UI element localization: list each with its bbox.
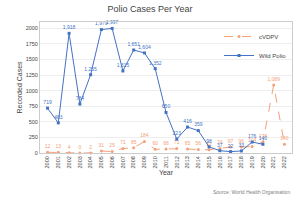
svg-text:1750: 1750: [26, 41, 38, 47]
svg-text:Year: Year: [159, 169, 174, 176]
svg-text:31: 31: [99, 142, 105, 148]
svg-text:1,604: 1,604: [138, 44, 151, 50]
svg-text:2010: 2010: [152, 156, 158, 168]
svg-text:1,651: 1,651: [127, 41, 140, 47]
svg-text:0: 0: [78, 144, 81, 150]
svg-text:2015: 2015: [206, 156, 212, 168]
svg-text:140: 140: [280, 135, 289, 141]
svg-text:500: 500: [29, 119, 38, 125]
svg-text:Recorded Cases: Recorded Cases: [16, 61, 23, 114]
svg-text:1250: 1250: [26, 72, 38, 78]
svg-text:Wild Polio: Wild Polio: [259, 53, 286, 59]
svg-text:176: 176: [248, 133, 257, 139]
svg-text:Source: World Health Organisat: Source: World Health Organisation: [213, 189, 290, 195]
svg-text:2021: 2021: [270, 156, 276, 168]
svg-text:1000: 1000: [26, 88, 38, 94]
svg-text:56: 56: [196, 140, 202, 146]
svg-text:96: 96: [239, 138, 245, 144]
svg-text:13: 13: [56, 143, 62, 149]
svg-text:37: 37: [217, 142, 223, 148]
svg-text:178: 178: [259, 133, 268, 139]
svg-text:2017: 2017: [227, 156, 233, 168]
svg-text:60: 60: [152, 140, 158, 146]
svg-text:2008: 2008: [130, 156, 136, 168]
svg-text:2002: 2002: [66, 156, 72, 168]
svg-text:650: 650: [162, 103, 171, 109]
svg-text:4: 4: [68, 144, 71, 150]
svg-text:2001: 2001: [55, 156, 61, 168]
svg-text:1,315: 1,315: [117, 62, 130, 68]
svg-text:1,997: 1,997: [106, 19, 119, 25]
svg-text:483: 483: [54, 114, 63, 120]
svg-text:2013: 2013: [184, 156, 190, 168]
svg-text:cVDPV: cVDPV: [259, 34, 278, 40]
svg-text:2006: 2006: [109, 156, 115, 168]
svg-text:2014: 2014: [195, 156, 201, 168]
svg-text:1,979: 1,979: [95, 20, 108, 26]
svg-text:2009: 2009: [141, 156, 147, 168]
svg-text:2018: 2018: [238, 156, 244, 168]
svg-text:1,089: 1,089: [267, 76, 280, 82]
svg-text:1,255: 1,255: [84, 66, 97, 72]
svg-text:184: 184: [140, 132, 149, 138]
svg-text:2: 2: [89, 144, 92, 150]
svg-text:1,352: 1,352: [149, 60, 162, 66]
svg-text:2016: 2016: [217, 156, 223, 168]
svg-text:2005: 2005: [98, 156, 104, 168]
svg-text:416: 416: [183, 118, 192, 124]
svg-text:2003: 2003: [77, 156, 83, 168]
svg-text:97: 97: [228, 138, 234, 144]
svg-text:784: 784: [76, 95, 85, 101]
svg-text:750: 750: [29, 103, 38, 109]
svg-text:1,918: 1,918: [63, 24, 76, 30]
svg-text:2000: 2000: [26, 25, 38, 31]
svg-text:33: 33: [239, 142, 245, 148]
svg-text:12: 12: [45, 143, 51, 149]
svg-text:52: 52: [206, 141, 212, 147]
svg-text:71: 71: [174, 139, 180, 145]
svg-text:719: 719: [43, 99, 52, 105]
svg-text:250: 250: [29, 134, 38, 140]
svg-text:140: 140: [259, 135, 268, 141]
svg-text:22: 22: [228, 143, 234, 149]
svg-text:2020: 2020: [260, 156, 266, 168]
svg-text:Polio Cases Per Year: Polio Cases Per Year: [107, 4, 192, 14]
svg-text:2019: 2019: [249, 156, 255, 168]
svg-text:65: 65: [185, 140, 191, 146]
svg-text:2004: 2004: [87, 156, 93, 168]
svg-text:71: 71: [120, 139, 126, 145]
svg-text:66: 66: [163, 140, 169, 146]
svg-text:2000: 2000: [44, 156, 50, 168]
svg-text:2007: 2007: [120, 156, 126, 168]
svg-text:359: 359: [194, 121, 203, 127]
svg-text:104: 104: [248, 137, 257, 143]
svg-text:0: 0: [35, 150, 38, 156]
svg-text:98: 98: [206, 138, 212, 144]
svg-text:1500: 1500: [26, 56, 38, 62]
svg-text:2022: 2022: [281, 156, 287, 168]
svg-text:25: 25: [109, 142, 115, 148]
svg-text:85: 85: [131, 139, 137, 145]
svg-text:2011: 2011: [163, 156, 169, 168]
svg-text:74: 74: [217, 139, 223, 145]
svg-text:223: 223: [173, 130, 182, 136]
svg-text:2012: 2012: [174, 156, 180, 168]
